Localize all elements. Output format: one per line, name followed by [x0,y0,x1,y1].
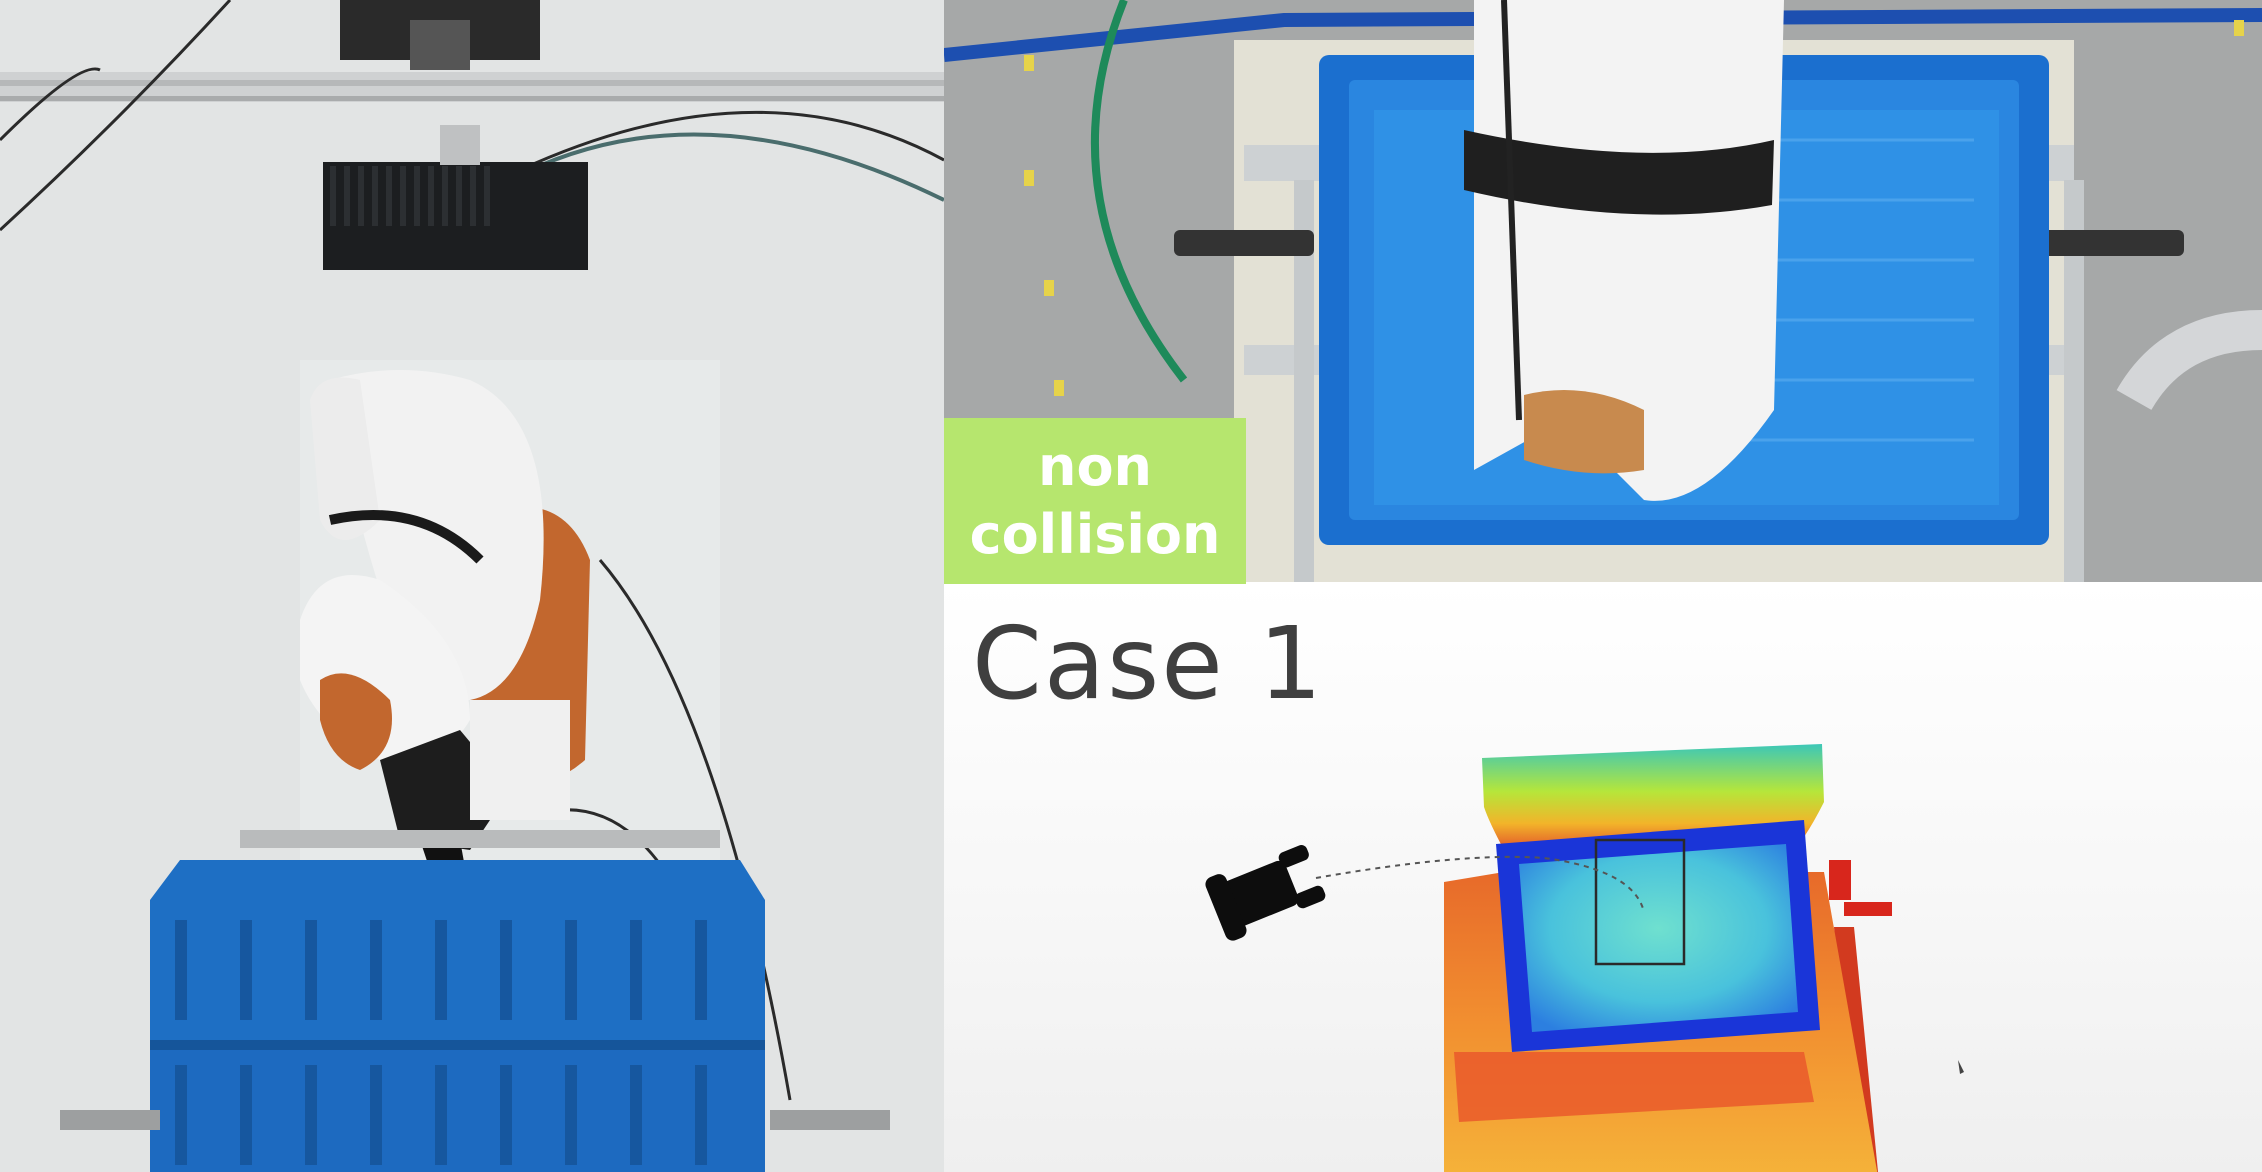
gripper-icon [1205,845,1326,941]
side-camera-scene [0,0,944,1172]
status-line-2: collision [969,503,1221,566]
point-cloud-scene [1205,744,1964,1172]
point-cloud-visualization [944,582,2262,1172]
status-line-1: non [1038,435,1152,498]
target-bounding-box [1594,838,1686,966]
side-camera-view [0,0,944,1172]
case-title: Case 1 [972,605,1325,722]
collision-status-badge: non collision [944,418,1246,584]
overhead-camera-scene [944,0,2262,582]
